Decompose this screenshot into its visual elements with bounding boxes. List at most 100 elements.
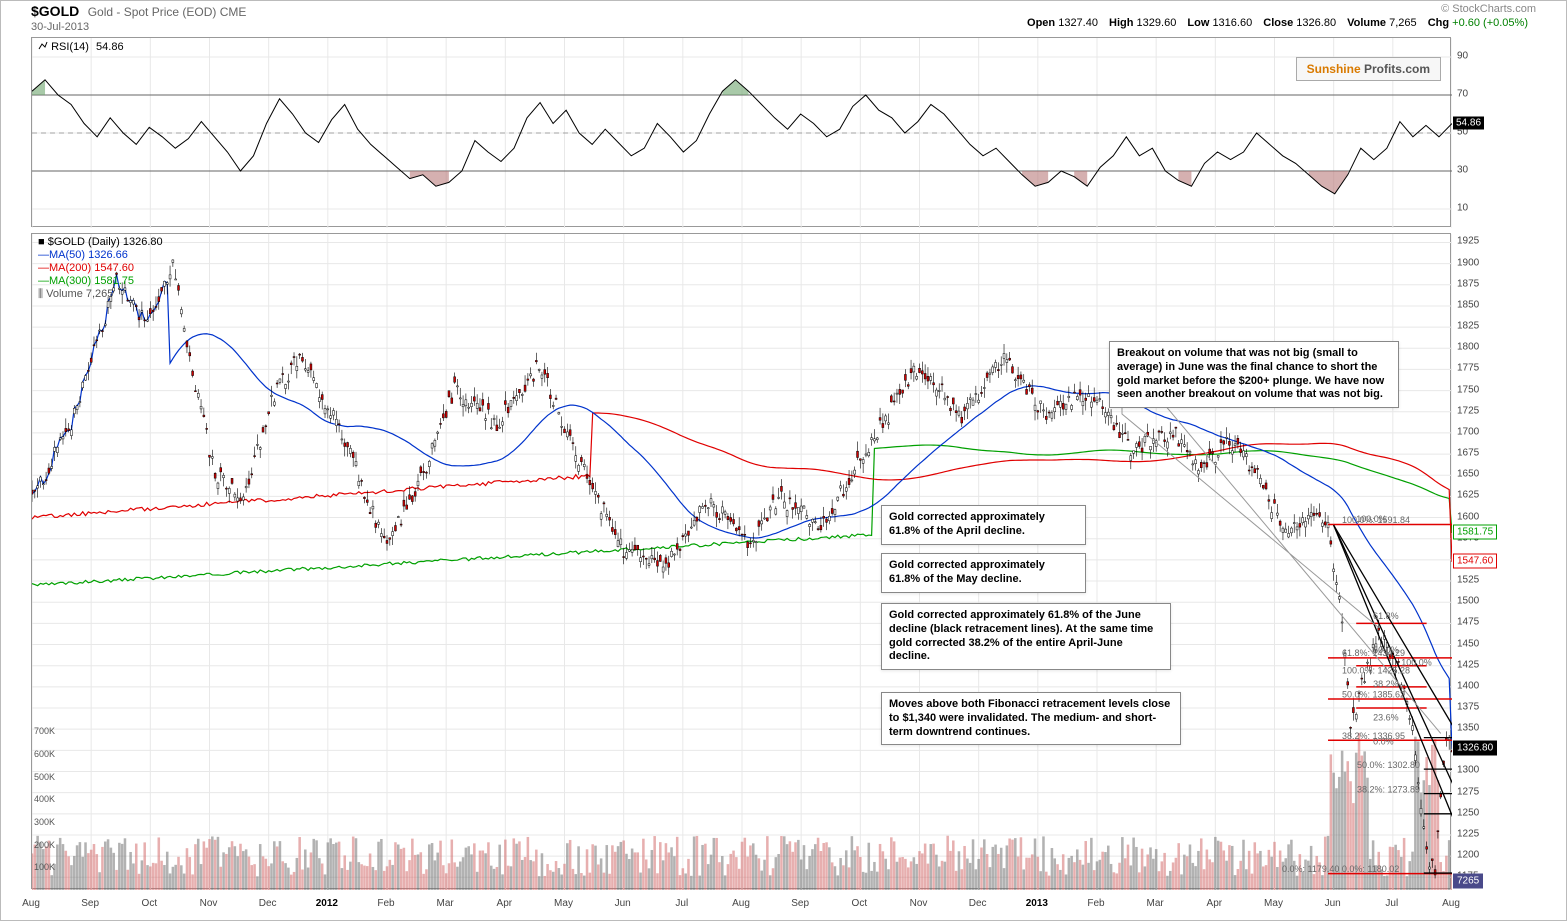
x-month-tick: Dec [969,898,987,909]
price-ytick: 1225 [1457,828,1479,839]
price-legend: ■ $GOLD (Daily) 1326.80—MA(50) 1326.66—M… [38,236,163,301]
svg-text:100.0%: 1425.28: 100.0%: 1425.28 [1342,666,1410,676]
svg-text:50.0%: 1302.80: 50.0%: 1302.80 [1357,760,1420,770]
volume-tick: 100K [34,862,55,872]
watermark-logo: Sunshine Profits.com [1296,57,1441,81]
legend-item: ⫼ Volume 7,265 [38,288,163,301]
price-ytick: 1425 [1457,659,1479,670]
price-ytick: 1800 [1457,342,1479,353]
x-month-tick: Aug [22,898,40,909]
anno-april: Gold corrected approximately 61.8% of th… [881,505,1086,545]
volume-tick: 300K [34,817,55,827]
rsi-plot [32,38,1452,228]
x-month-tick: Feb [377,898,394,909]
watermark-sun: Sunshine [1307,62,1361,76]
svg-text:61.8%: 61.8% [1373,611,1399,621]
volume-tick: 200K [34,840,55,850]
x-month-tick: Mar [1147,898,1164,909]
x-month-tick: Mar [437,898,454,909]
price-ytick: 1650 [1457,469,1479,480]
anno-breakout: Breakout on volume that was not big (sma… [1109,341,1399,408]
x-month-tick: Feb [1087,898,1104,909]
x-month-tick: Apr [497,898,513,909]
price-ytick: 1500 [1457,596,1479,607]
volume-label: Volume [1347,17,1386,29]
rsi-y-axis: 103050709054.86 [1453,37,1561,227]
low-value: 1316.60 [1212,17,1252,29]
x-month-tick: Jun [1325,898,1341,909]
x-month-tick: May [1264,898,1283,909]
watermark-shine: Profits.com [1361,62,1430,76]
anno-may: Gold corrected approximately 61.8% of th… [881,553,1086,593]
svg-text:100.0%: 100.0% [1401,658,1432,668]
x-month-tick: May [554,898,573,909]
x-month-tick: Aug [732,898,750,909]
price-ytick: 1350 [1457,723,1479,734]
x-month-tick: Oct [852,898,868,909]
x-month-tick: Jun [615,898,631,909]
close-value: 1326.80 [1296,17,1336,29]
volume-tick: 700K [34,726,55,736]
x-month-tick: Dec [259,898,277,909]
price-ytick: 1875 [1457,278,1479,289]
x-month-tick: Sep [81,898,99,909]
rsi-ytick: 10 [1457,203,1468,214]
chart-header: $GOLD Gold - Spot Price (EOD) CME 30-Jul… [31,3,1536,31]
price-ytick: 1450 [1457,638,1479,649]
legend-item: —MA(50) 1326.66 [38,249,163,262]
price-ytick: 1200 [1457,850,1479,861]
rsi-legend: RSI(14) 54.86 [38,40,124,53]
high-label: High [1109,17,1133,29]
svg-text:61.8%: 1434.29: 61.8%: 1434.29 [1342,648,1405,658]
price-ytick: 1475 [1457,617,1479,628]
price-ytick: 1900 [1457,257,1479,268]
volume-tick: 400K [34,794,55,804]
legend-item: —MA(200) 1547.60 [38,262,163,275]
price-marker: 1326.80 [1453,740,1497,755]
price-plot: 100.0%100.0%: 1591.8461.8%50.0%38.2%23.6… [32,234,1452,890]
price-ytick: 1250 [1457,807,1479,818]
ohlc-bar: Open 1327.40 High 1329.60 Low 1316.60 Cl… [1027,17,1536,29]
svg-text:38.2%: 38.2% [1373,679,1399,689]
price-ytick: 1675 [1457,448,1479,459]
price-ytick: 1375 [1457,702,1479,713]
x-month-tick: Jul [1385,898,1398,909]
price-ytick: 1750 [1457,384,1479,395]
price-ytick: 1925 [1457,236,1479,247]
price-ytick: 1700 [1457,426,1479,437]
svg-text:38.2%: 1336.95: 38.2%: 1336.95 [1342,731,1405,741]
price-marker: 7265 [1453,874,1483,889]
rsi-value: 54.86 [96,41,124,53]
price-ytick: 1850 [1457,299,1479,310]
svg-text:100.0%: 1591.84: 100.0%: 1591.84 [1342,515,1410,525]
open-label: Open [1027,17,1055,29]
time-x-axis: AugSepOctNovDec2012FebMarAprMayJunJulAug… [31,898,1451,916]
price-ytick: 1625 [1457,490,1479,501]
svg-text:23.6%: 23.6% [1373,713,1399,723]
x-month-tick: Nov [200,898,218,909]
high-value: 1329.60 [1137,17,1177,29]
volume-tick: 500K [34,772,55,782]
price-ytick: 1400 [1457,680,1479,691]
x-month-tick: Sep [791,898,809,909]
close-label: Close [1263,17,1293,29]
chg-value: +0.60 (+0.05%) [1452,17,1528,29]
x-month-tick: Oct [142,898,158,909]
rsi-ytick: 90 [1457,51,1468,62]
rsi-current-marker: 54.86 [1453,116,1484,129]
legend-item: ■ $GOLD (Daily) 1326.80 [38,236,163,249]
x-month-tick: Aug [1442,898,1460,909]
x-month-tick: 2013 [1026,898,1048,909]
low-label: Low [1187,17,1209,29]
legend-item: —MA(300) 1581.75 [38,275,163,288]
price-ytick: 1825 [1457,321,1479,332]
svg-text:38.2%: 1273.89: 38.2%: 1273.89 [1357,784,1420,794]
x-month-tick: Nov [910,898,928,909]
rsi-ytick: 30 [1457,165,1468,176]
price-ytick: 1775 [1457,363,1479,374]
volume-value: 7,265 [1389,17,1417,29]
price-panel: ■ $GOLD (Daily) 1326.80—MA(50) 1326.66—M… [31,233,1451,889]
price-ytick: 1725 [1457,405,1479,416]
stock-chart: $GOLD Gold - Spot Price (EOD) CME 30-Jul… [0,0,1567,921]
ticker-symbol: $GOLD [31,3,79,19]
